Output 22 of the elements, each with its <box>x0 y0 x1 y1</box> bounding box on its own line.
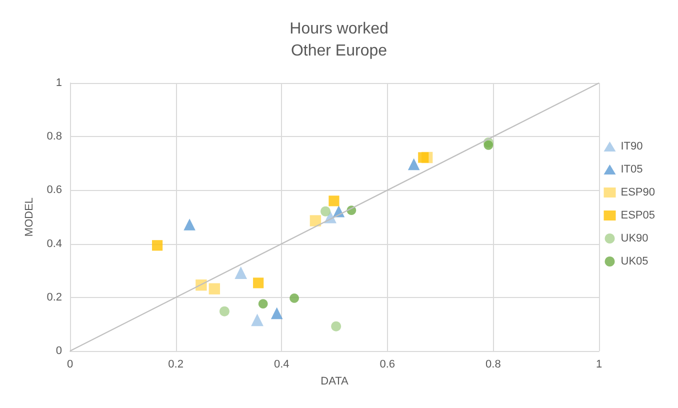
y-tick-label: 0.4 <box>46 238 62 250</box>
x-tick-label: 1 <box>596 358 602 370</box>
y-tick-label: 0.8 <box>46 130 62 143</box>
y-tick-label: 0 <box>56 345 62 357</box>
x-tick-label: 0.6 <box>380 358 396 370</box>
legend-label: IT05 <box>620 164 643 176</box>
legend-label: UK90 <box>620 232 648 244</box>
x-tick-label: 0.4 <box>274 358 290 370</box>
y-axis-title: MODEL <box>24 197 36 237</box>
y-tick-label: 0.6 <box>46 184 62 196</box>
chart-subtitle: Other Europe <box>290 42 388 60</box>
legend-label: UK05 <box>620 256 648 268</box>
chart-title: Hours worked <box>290 20 388 38</box>
legend-label: ESP90 <box>620 186 656 198</box>
legend-label: ESP05 <box>620 210 656 222</box>
x-tick-label: 0.8 <box>486 358 501 370</box>
y-tick-label: 1 <box>56 77 62 89</box>
x-axis-title: DATA <box>320 376 350 388</box>
x-tick-label: 0 <box>66 358 74 370</box>
x-tick-label: 0.2 <box>168 358 184 370</box>
y-tick-label: 0.2 <box>46 291 62 304</box>
legend-label: IT90 <box>620 140 643 152</box>
